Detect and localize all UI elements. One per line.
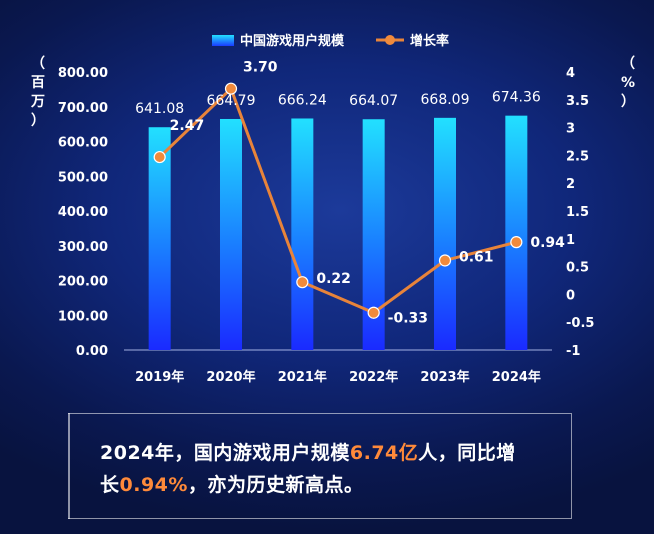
growth-marker (153, 150, 166, 164)
right-tick-label: 3 (566, 122, 575, 137)
left-tick-label: 200.00 (58, 275, 108, 290)
summary-box (68, 413, 572, 519)
growth-value-label: -0.33 (388, 311, 428, 327)
left-tick-label: 500.00 (58, 170, 108, 185)
axes: 0.00 100.00 200.00 300.00 400.00 500.00 600.00… (30, 56, 635, 385)
x-tick-label: 2023年 (420, 369, 469, 385)
right-tick-label: 1.5 (566, 205, 589, 220)
bar-value-label: 641.08 (135, 101, 184, 117)
legend-swatch-users (212, 35, 234, 46)
line-series (153, 82, 523, 319)
growth-marker (510, 236, 523, 249)
right-tick-label: 0.5 (566, 261, 589, 276)
left-tick-label: 100.00 (58, 309, 108, 324)
right-tick-label: -1 (566, 344, 580, 359)
summary-text-1: 2024年，国内游戏用户规模 (100, 442, 350, 464)
legend-marker-growth (385, 35, 395, 45)
legend-label-users: 中国游戏用户规模 (240, 33, 345, 49)
growth-marker (224, 82, 238, 95)
bar (434, 117, 456, 351)
legend: 中国游戏用户规模 增长率 (212, 33, 449, 49)
x-tick-label: 2024年 (492, 369, 541, 385)
summary-highlight-growth: 0.94% (119, 474, 188, 496)
bar (505, 115, 528, 350)
bar (291, 118, 314, 350)
right-axis-unit-char: ） (621, 94, 635, 110)
summary-text-3: 长 (100, 474, 120, 496)
left-axis-unit-char: ） (31, 113, 45, 129)
left-tick-label: 300.00 (58, 240, 108, 255)
data-labels: 641.08 664.79 666.24 664.07 668.09 674.36 2.47… (135, 60, 565, 327)
right-axis-unit-char: （ (621, 56, 635, 72)
growth-line (158, 87, 517, 315)
growth-value-label: 0.94 (530, 235, 565, 251)
left-axis-unit-char: （ (31, 56, 45, 72)
bar (362, 119, 385, 350)
left-tick-label: 800.00 (58, 66, 108, 81)
growth-marker (296, 276, 309, 289)
right-tick-label: 3.5 (566, 94, 589, 109)
left-axis-unit-char: 百 (31, 75, 45, 91)
right-tick-label: 0 (566, 288, 575, 303)
left-tick-label: 400.00 (58, 205, 108, 220)
right-tick-label: 1 (566, 233, 575, 248)
bar-value-label: 668.09 (421, 92, 470, 108)
x-tick-label: 2019年 (135, 369, 184, 385)
right-tick-label: -0.5 (566, 316, 594, 331)
left-tick-label: 600.00 (58, 136, 108, 151)
bar-value-label: 674.36 (492, 90, 541, 106)
bar-series (148, 115, 528, 351)
left-tick-label: 0.00 (76, 344, 108, 359)
right-axis-unit-char: % (621, 75, 635, 91)
growth-value-label: 0.22 (316, 271, 351, 287)
bar (148, 127, 171, 350)
growth-marker (438, 254, 452, 267)
summary-text: 2024年，国内游戏用户规模6.74亿人，同比增 长0.94%，亦为历史新高点。 (100, 437, 570, 501)
growth-value-label: 3.70 (243, 60, 278, 76)
legend-label-growth: 增长率 (410, 33, 449, 49)
bar-value-label: 664.07 (349, 93, 398, 109)
summary-highlight-users: 6.74亿 (349, 442, 419, 464)
x-tick-label: 2022年 (349, 369, 398, 385)
growth-value-label: 0.61 (459, 249, 494, 265)
right-tick-label: 2 (566, 177, 575, 192)
bar (220, 118, 242, 350)
bar-value-label: 666.24 (278, 92, 327, 108)
bar-value-label: 664.79 (207, 93, 256, 109)
growth-marker (367, 306, 380, 319)
right-tick-label: 4 (566, 66, 575, 81)
right-tick-label: 2.5 (566, 149, 589, 164)
summary-box-edge (68, 413, 70, 519)
left-axis-unit-char: 万 (30, 94, 45, 110)
summary-text-2: 人，同比增 (418, 442, 516, 464)
x-tick-label: 2021年 (278, 369, 327, 385)
growth-value-label: 2.47 (170, 118, 205, 134)
summary-text-4: ，亦为历史新高点。 (187, 474, 364, 496)
x-tick-label: 2020年 (206, 369, 255, 385)
left-tick-label: 700.00 (58, 101, 108, 116)
